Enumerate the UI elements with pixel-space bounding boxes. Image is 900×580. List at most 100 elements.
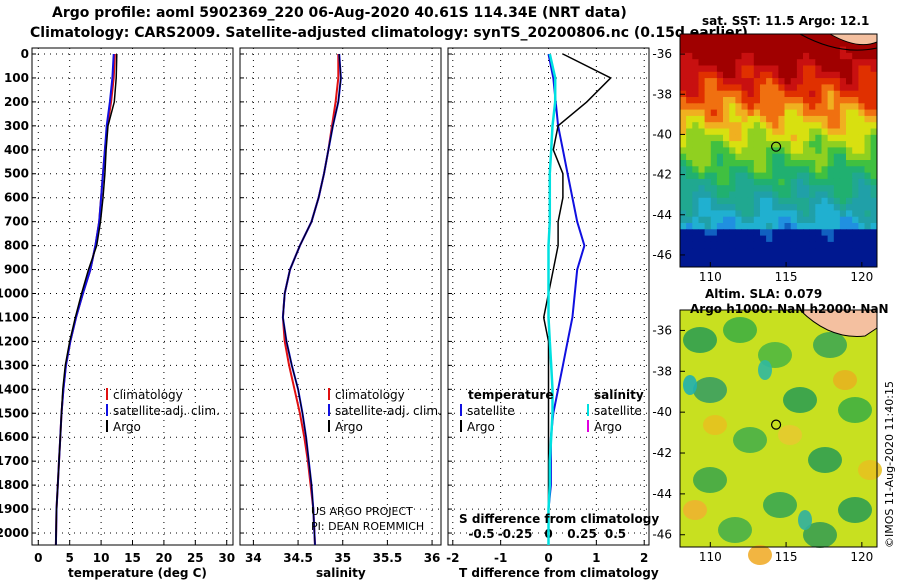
sst-cell xyxy=(803,128,810,136)
temp-tick-label: 15 xyxy=(124,551,141,565)
sst-cell xyxy=(686,260,693,268)
sst-cell xyxy=(784,210,792,218)
sst-cell xyxy=(796,197,804,205)
sst-cell xyxy=(803,204,810,211)
sst-cell xyxy=(821,71,829,79)
sst-cell xyxy=(790,65,798,73)
sst-cell xyxy=(747,141,755,148)
sst-cell xyxy=(723,160,730,167)
sst-cell xyxy=(846,65,853,73)
sst-cell xyxy=(698,229,706,236)
sst-cell xyxy=(760,185,767,192)
sst-cell xyxy=(692,216,699,224)
sst-cell xyxy=(821,134,829,142)
sla-map-title-2: Argo h1000: NaN h2000: NaN xyxy=(690,302,889,316)
sst-cell xyxy=(772,191,779,199)
sst-cell xyxy=(784,141,792,148)
sst-cell xyxy=(784,52,792,60)
sla-map-title-1: Altim. SLA: 0.079 xyxy=(705,287,823,301)
sst-cell xyxy=(723,34,730,41)
sst-cell xyxy=(821,46,829,54)
sst-cell xyxy=(723,197,730,205)
sst-cell xyxy=(858,229,865,236)
sst-cell xyxy=(710,59,718,66)
sst-cell xyxy=(723,78,730,85)
sst-cell xyxy=(729,166,736,173)
sla-blob xyxy=(813,332,847,358)
sal-tick-label: 35 xyxy=(334,551,351,565)
sst-cell xyxy=(858,241,865,249)
sst-cell xyxy=(710,204,718,211)
sst-cell xyxy=(778,210,785,218)
sla-blob xyxy=(733,427,767,453)
diff-legend-s-sat-label: satellite xyxy=(594,404,642,418)
sst-cell xyxy=(716,90,724,98)
sst-cell xyxy=(796,40,804,47)
tdiff-tick-label: 0 xyxy=(544,551,552,565)
sst-cell xyxy=(741,122,749,129)
sst-cell xyxy=(815,141,822,148)
sst-cell xyxy=(809,128,816,136)
sst-cell xyxy=(753,147,761,155)
sst-cell xyxy=(723,103,730,110)
sst-cell xyxy=(827,248,835,255)
sst-cell xyxy=(698,141,706,148)
sst-cell xyxy=(704,191,712,199)
sst-cell xyxy=(839,103,847,110)
sst-cell xyxy=(753,122,761,129)
sst-cell xyxy=(760,178,767,186)
sst-cell xyxy=(710,191,718,199)
sst-cell xyxy=(704,172,712,180)
sst-cell xyxy=(760,40,767,47)
sst-cell xyxy=(821,141,829,148)
sst-cell xyxy=(839,172,847,180)
sst-cell xyxy=(772,34,779,41)
sst-cell xyxy=(784,197,792,205)
sst-cell xyxy=(839,248,847,255)
sst-cell xyxy=(821,229,829,236)
sst-cell xyxy=(827,84,835,92)
sst-cell xyxy=(846,241,853,249)
sst-cell xyxy=(686,166,693,173)
sst-cell xyxy=(778,71,785,79)
sst-map-title: sat. SST: 11.5 Argo: 12.1 xyxy=(702,14,870,28)
sst-cell xyxy=(686,40,693,47)
sst-cell xyxy=(723,248,730,255)
title-line-1: Argo profile: aoml 5902369_220 06-Aug-20… xyxy=(52,5,627,21)
sst-cell xyxy=(692,109,699,117)
sst-cell xyxy=(790,185,798,192)
sst-cell xyxy=(698,109,706,117)
sst-cell xyxy=(747,178,755,186)
credit-project: US ARGO PROJECT xyxy=(311,505,413,518)
sst-cell xyxy=(796,52,804,60)
sst-cell xyxy=(686,52,693,60)
sst-cell xyxy=(833,84,841,92)
sst-cell xyxy=(753,185,761,192)
sst-cell xyxy=(778,141,785,148)
sst-cell xyxy=(870,153,878,161)
sst-cell xyxy=(766,210,773,218)
sst-cell xyxy=(723,134,730,142)
depth-tick-label: 2000 xyxy=(0,526,29,540)
sst-cell xyxy=(852,185,859,192)
sst-cell xyxy=(704,59,712,66)
sst-cell xyxy=(809,172,816,180)
sst-cell xyxy=(723,141,730,148)
sst-cell xyxy=(870,223,878,230)
sst-cell xyxy=(760,260,767,268)
sst-cell xyxy=(716,235,724,243)
sst-cell xyxy=(784,229,792,236)
sst-cell xyxy=(778,223,785,230)
sst-cell xyxy=(680,71,687,79)
sst-cell xyxy=(778,78,785,85)
sst-cell xyxy=(809,40,816,47)
sst-cell xyxy=(833,128,841,136)
sst-cell xyxy=(815,65,822,73)
sst-cell xyxy=(710,115,718,123)
sst-cell xyxy=(747,229,755,236)
sst-cell xyxy=(766,128,773,136)
sst-cell xyxy=(815,166,822,173)
sst-cell xyxy=(747,78,755,85)
sst-cell xyxy=(680,78,687,85)
sst-cell xyxy=(760,147,767,155)
